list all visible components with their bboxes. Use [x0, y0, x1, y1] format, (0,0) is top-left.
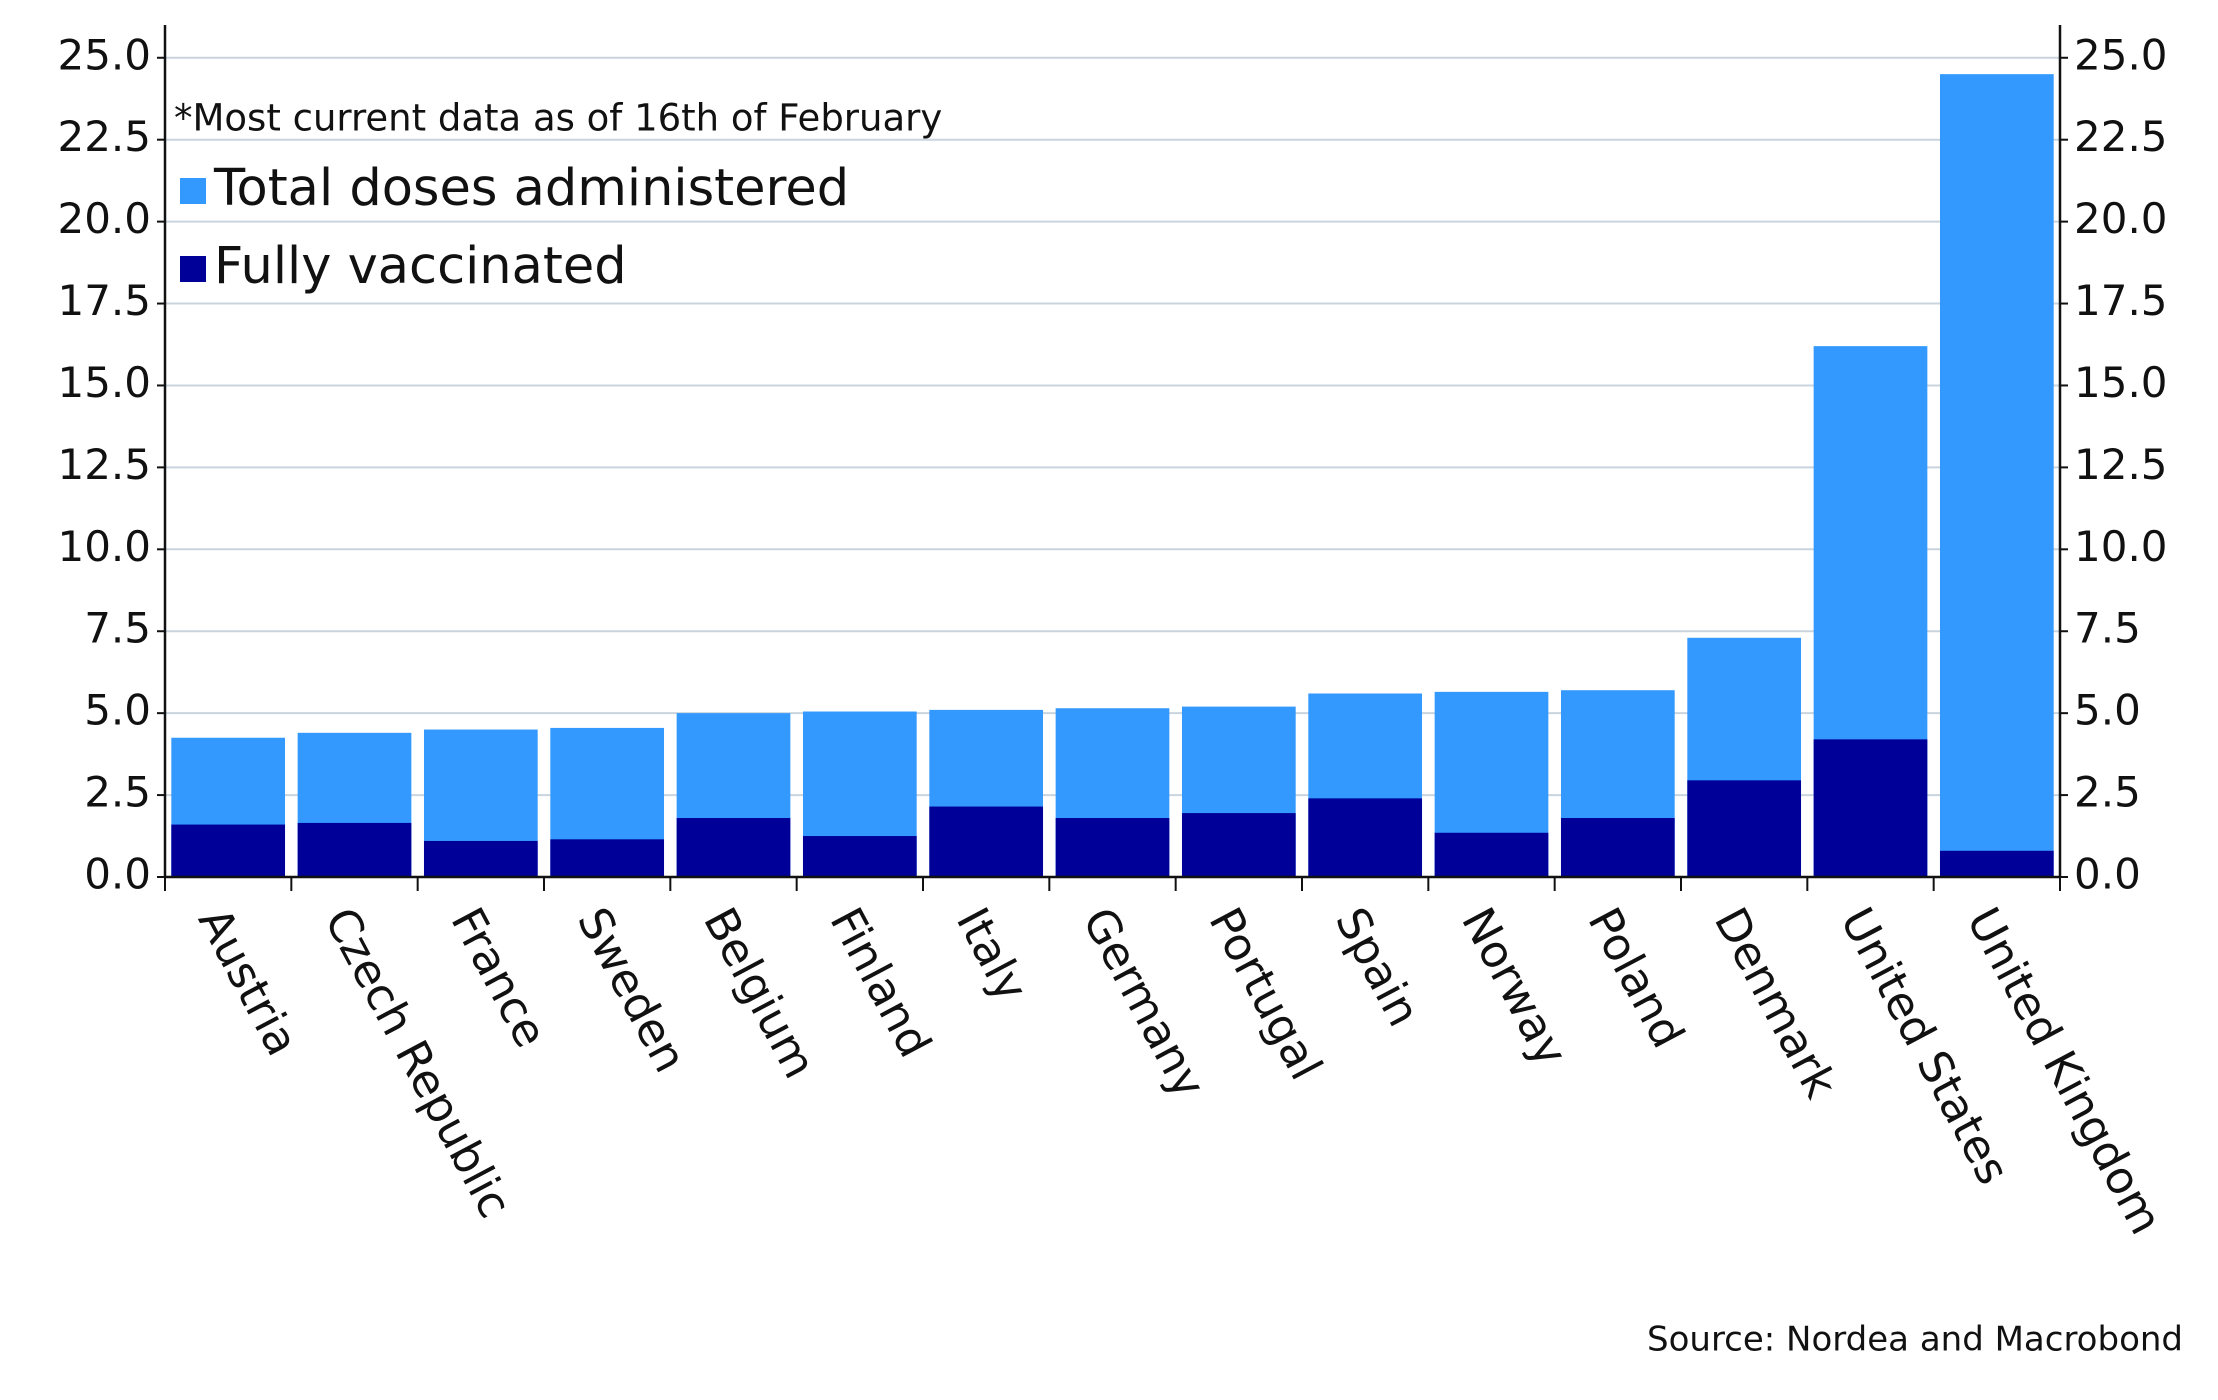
source: Source: Nordea and Macrobond	[1647, 1320, 2183, 1360]
legend-swatch	[180, 178, 206, 204]
y-tick-label: 20.0	[57, 194, 151, 243]
y-tick-label: 10.0	[57, 522, 151, 571]
bar	[423, 840, 538, 877]
bar	[1813, 739, 1928, 877]
bar	[1181, 813, 1296, 877]
x-tick-label: United Kingdom	[1957, 899, 2173, 1243]
note: *Most current data as of 16th of Februar…	[174, 97, 942, 140]
x-tick-label: Belgium	[693, 899, 826, 1087]
y2-tick-label: 17.5	[2074, 276, 2168, 325]
y2-tick-label: 10.0	[2074, 522, 2168, 571]
x-tick-label: Denmark	[1704, 899, 1848, 1107]
y-tick-label: 2.5	[84, 768, 151, 817]
y2-tick-label: 7.5	[2074, 604, 2141, 653]
y-tick-label: 22.5	[57, 112, 151, 161]
bar	[1308, 798, 1423, 877]
bar	[1939, 74, 2054, 877]
y-tick-label: 12.5	[57, 440, 151, 489]
x-tick-label: Poland	[1578, 899, 1695, 1057]
legend-label: Total doses administered	[213, 159, 849, 218]
x-tick-label: Germany	[1072, 899, 1216, 1107]
x-tick-label: Sweden	[567, 899, 697, 1081]
y-tick-label: 15.0	[57, 358, 151, 407]
y2-tick-label: 12.5	[2074, 440, 2168, 489]
x-tick-label: Norway	[1451, 899, 1578, 1075]
bar	[171, 824, 286, 877]
y-tick-label: 17.5	[57, 276, 151, 325]
bar	[297, 822, 412, 877]
legend-label: Fully vaccinated	[214, 237, 627, 296]
bar	[1434, 832, 1549, 877]
y-tick-label: 7.5	[84, 604, 151, 653]
y2-tick-label: 5.0	[2074, 686, 2141, 735]
bar	[802, 836, 917, 877]
y2-tick-label: 20.0	[2074, 194, 2168, 243]
x-tick-label: Spain	[1325, 899, 1431, 1035]
y-tick-label: 0.0	[84, 850, 151, 899]
bar	[1939, 850, 2054, 877]
y2-tick-label: 2.5	[2074, 768, 2141, 817]
x-tick-label: Austria	[188, 899, 309, 1064]
x-tick-label: Italy	[946, 899, 1039, 1010]
bar	[550, 839, 665, 877]
legend-swatch	[180, 256, 206, 282]
y2-tick-label: 25.0	[2074, 30, 2168, 79]
bar	[1687, 780, 1802, 877]
y2-tick-label: 15.0	[2074, 358, 2168, 407]
bar	[929, 806, 1044, 877]
x-tick-label: Finland	[820, 899, 942, 1066]
bar	[1055, 818, 1170, 877]
y-tick-label: 25.0	[57, 30, 151, 79]
bar	[676, 818, 791, 877]
bar	[1560, 818, 1675, 877]
x-tick-label: Portugal	[1199, 899, 1333, 1088]
y2-tick-label: 0.0	[2074, 850, 2141, 899]
x-tick-label: France	[441, 899, 558, 1056]
y-tick-label: 5.0	[84, 686, 151, 735]
y2-tick-label: 22.5	[2074, 112, 2168, 161]
